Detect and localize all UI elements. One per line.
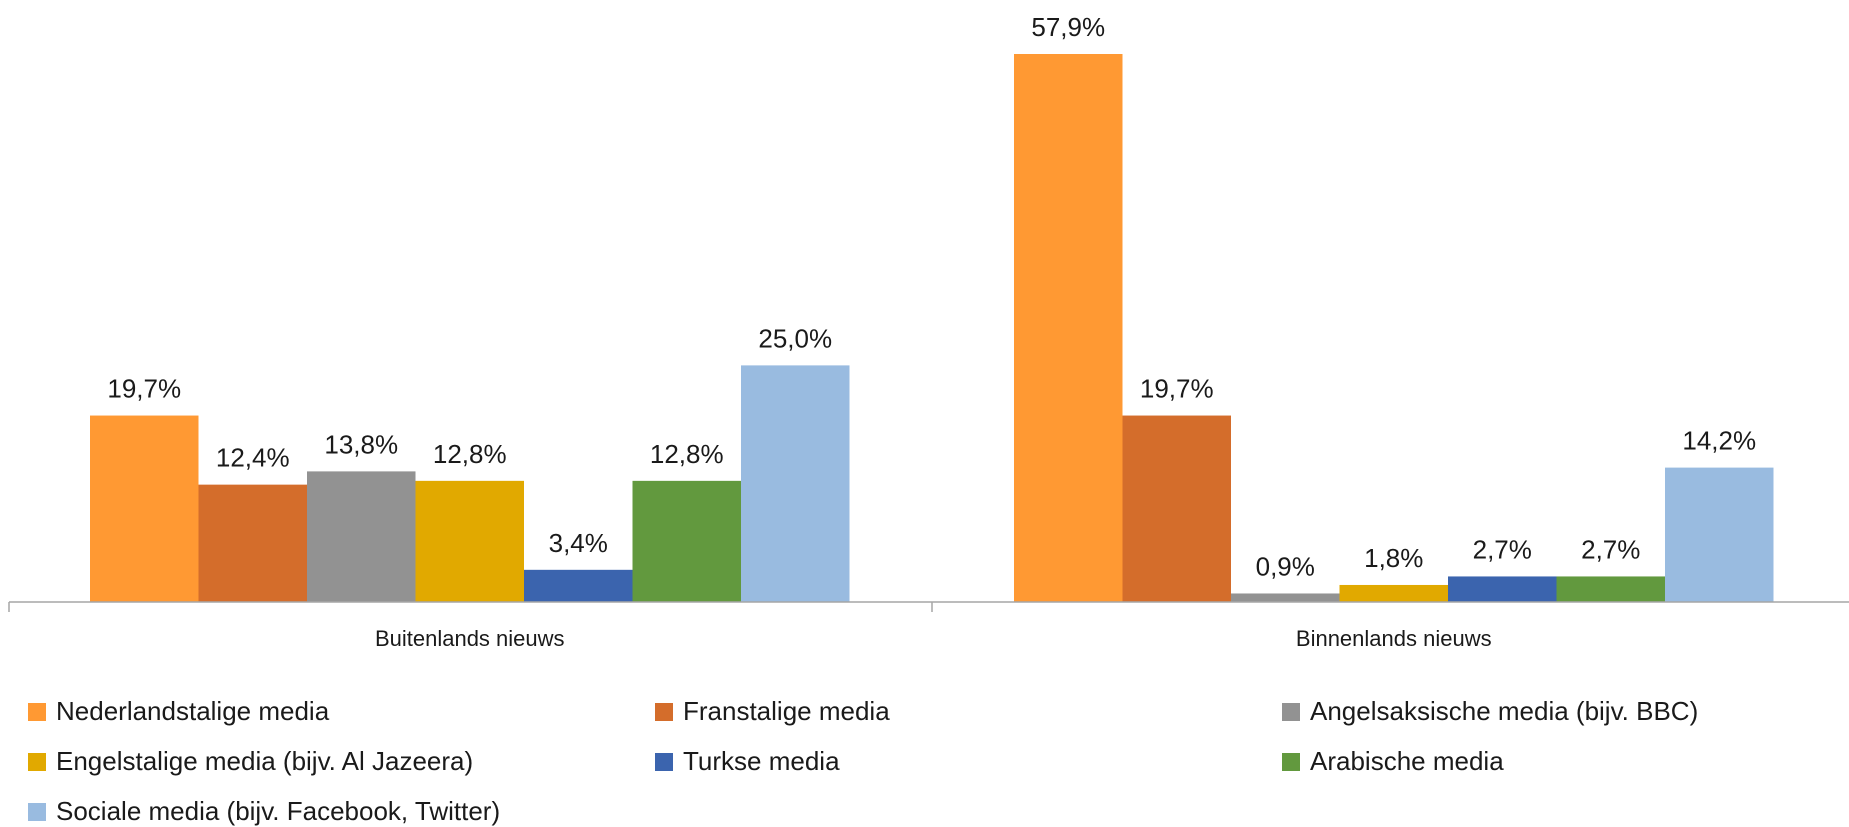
bar	[1556, 576, 1665, 602]
data-label: 19,7%	[107, 374, 181, 404]
bar	[1231, 593, 1340, 602]
bar	[90, 415, 199, 602]
category-label: Buitenlands nieuws	[375, 626, 565, 651]
data-label: 2,7%	[1581, 534, 1640, 564]
bar	[632, 480, 741, 602]
bar	[1448, 576, 1557, 602]
data-label: 25,0%	[758, 323, 832, 353]
data-label: 12,4%	[216, 443, 290, 473]
data-label: 12,8%	[650, 439, 724, 469]
category-label: Binnenlands nieuws	[1296, 626, 1492, 651]
data-label: 13,8%	[324, 429, 398, 459]
data-label: 0,9%	[1256, 551, 1315, 581]
data-label: 19,7%	[1140, 374, 1214, 404]
data-label: 1,8%	[1364, 543, 1423, 573]
data-label: 2,7%	[1473, 534, 1532, 564]
data-label: 14,2%	[1682, 426, 1756, 456]
bar	[415, 480, 524, 602]
bar	[1339, 584, 1448, 602]
bar	[524, 569, 633, 602]
bar	[307, 471, 416, 602]
bar	[198, 484, 307, 602]
data-label: 3,4%	[549, 528, 608, 558]
bar	[741, 365, 850, 602]
bar	[1665, 467, 1774, 602]
data-label: 12,8%	[433, 439, 507, 469]
bar	[1122, 415, 1231, 602]
data-label: 57,9%	[1031, 12, 1105, 42]
bar	[1014, 54, 1123, 602]
